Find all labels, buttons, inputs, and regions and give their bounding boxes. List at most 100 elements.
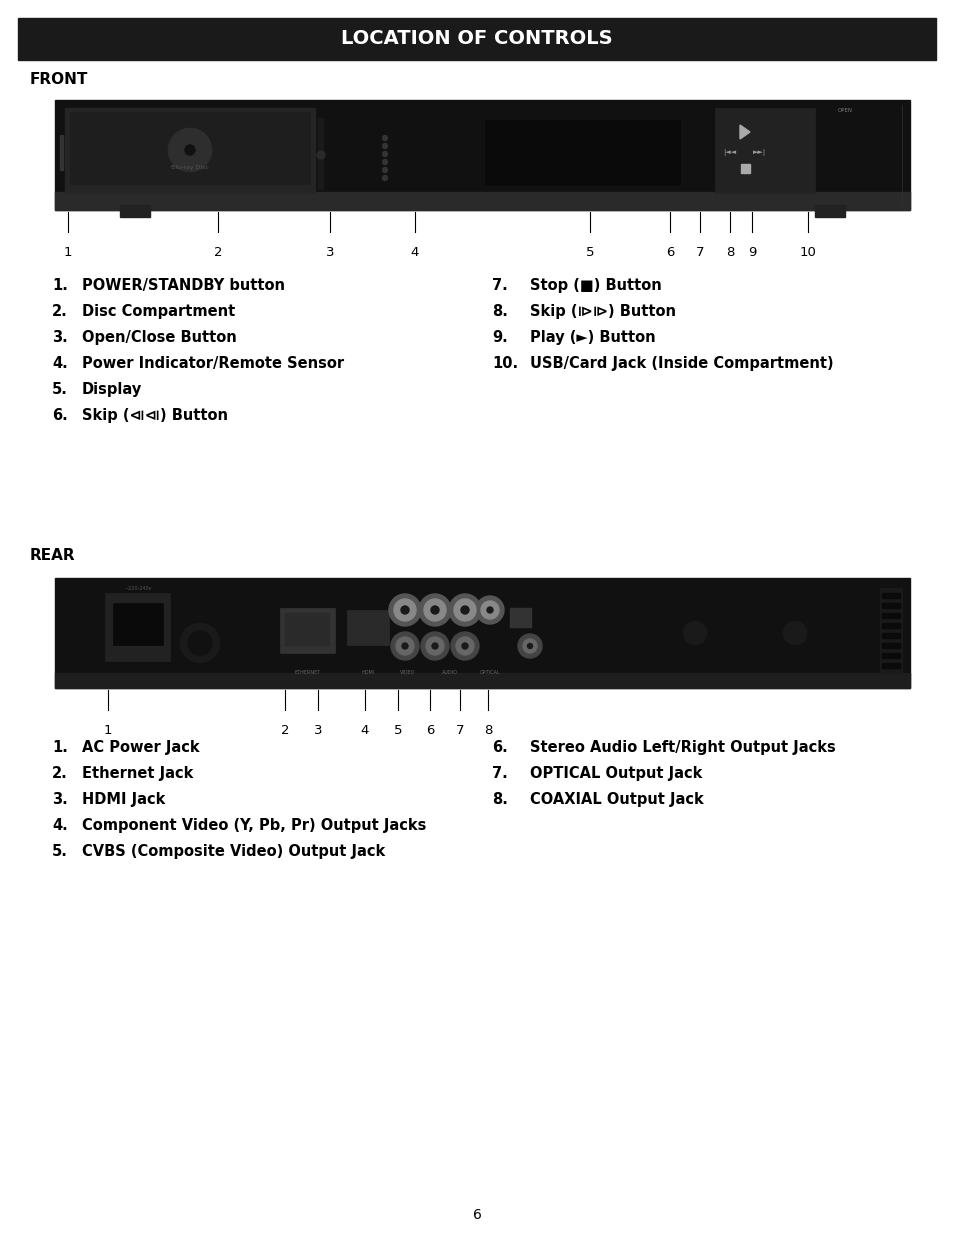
Bar bbox=[105, 593, 170, 661]
Circle shape bbox=[185, 144, 194, 156]
Text: 5.: 5. bbox=[52, 382, 68, 396]
Bar bbox=[55, 578, 909, 688]
Text: 2: 2 bbox=[213, 246, 222, 259]
Circle shape bbox=[389, 594, 420, 626]
Text: 7: 7 bbox=[456, 724, 464, 737]
Bar bbox=[55, 673, 909, 688]
Bar bbox=[70, 112, 310, 184]
Text: ETHERNET: ETHERNET bbox=[294, 671, 321, 676]
Bar bbox=[510, 608, 532, 629]
Circle shape bbox=[460, 606, 469, 614]
Circle shape bbox=[454, 599, 476, 621]
Circle shape bbox=[168, 128, 212, 172]
Circle shape bbox=[382, 136, 387, 141]
Circle shape bbox=[480, 601, 498, 619]
Text: Ethernet Jack: Ethernet Jack bbox=[82, 766, 193, 781]
Circle shape bbox=[382, 152, 387, 157]
Bar bbox=[882, 643, 899, 648]
Circle shape bbox=[400, 606, 409, 614]
Circle shape bbox=[431, 606, 438, 614]
Text: Skip (⧐⧐) Button: Skip (⧐⧐) Button bbox=[530, 304, 676, 319]
Text: ~220-240v: ~220-240v bbox=[124, 587, 152, 592]
Text: OPTICAL Output Jack: OPTICAL Output Jack bbox=[530, 766, 701, 781]
Text: LOCATION OF CONTROLS: LOCATION OF CONTROLS bbox=[341, 30, 612, 48]
Text: 4: 4 bbox=[411, 246, 418, 259]
Text: 9.: 9. bbox=[492, 330, 507, 345]
Circle shape bbox=[420, 632, 449, 659]
Bar bbox=[317, 119, 324, 190]
Polygon shape bbox=[740, 125, 749, 140]
Text: Component Video (Y, Pb, Pr) Output Jacks: Component Video (Y, Pb, Pr) Output Jacks bbox=[82, 818, 426, 832]
Circle shape bbox=[382, 175, 387, 180]
Text: CVBS (Composite Video) Output Jack: CVBS (Composite Video) Output Jack bbox=[82, 844, 385, 860]
Text: 7: 7 bbox=[695, 246, 703, 259]
Bar bbox=[285, 613, 330, 646]
Circle shape bbox=[382, 143, 387, 148]
Text: 4.: 4. bbox=[52, 818, 68, 832]
Circle shape bbox=[426, 637, 443, 655]
Circle shape bbox=[395, 637, 414, 655]
Text: 2.: 2. bbox=[52, 766, 68, 781]
Text: 5: 5 bbox=[585, 246, 594, 259]
Text: 2.: 2. bbox=[52, 304, 68, 319]
Text: Blu-ray Disc: Blu-ray Disc bbox=[171, 165, 209, 170]
Bar bbox=[120, 205, 150, 217]
Bar bbox=[882, 603, 899, 608]
Circle shape bbox=[527, 643, 532, 648]
Text: AUDIO: AUDIO bbox=[441, 671, 457, 676]
Circle shape bbox=[180, 622, 220, 663]
Text: |◄◄: |◄◄ bbox=[722, 148, 736, 156]
Text: 6: 6 bbox=[425, 724, 434, 737]
Circle shape bbox=[449, 594, 480, 626]
Text: 8: 8 bbox=[483, 724, 492, 737]
Text: 6.: 6. bbox=[52, 408, 68, 424]
Text: Power Indicator/Remote Sensor: Power Indicator/Remote Sensor bbox=[82, 356, 344, 370]
Bar bbox=[879, 588, 901, 673]
Circle shape bbox=[316, 151, 325, 159]
Circle shape bbox=[391, 632, 418, 659]
Circle shape bbox=[517, 634, 541, 658]
Bar bbox=[882, 634, 899, 638]
Text: 3: 3 bbox=[325, 246, 334, 259]
Text: 4.: 4. bbox=[52, 356, 68, 370]
Text: VIDEO: VIDEO bbox=[400, 671, 416, 676]
Text: AC Power Jack: AC Power Jack bbox=[82, 740, 199, 755]
Text: Display: Display bbox=[82, 382, 142, 396]
Text: POWER/STANDBY button: POWER/STANDBY button bbox=[82, 278, 285, 293]
Text: HDMI: HDMI bbox=[361, 671, 375, 676]
Bar bbox=[55, 191, 909, 210]
Bar bbox=[65, 107, 314, 193]
Bar bbox=[60, 135, 63, 170]
Bar bbox=[882, 663, 899, 668]
Text: 6: 6 bbox=[472, 1208, 481, 1221]
Text: 1: 1 bbox=[104, 724, 112, 737]
Text: ►►|: ►►| bbox=[753, 148, 766, 156]
Text: Stop (■) Button: Stop (■) Button bbox=[530, 278, 661, 293]
Bar bbox=[882, 593, 899, 598]
Circle shape bbox=[522, 638, 537, 653]
Circle shape bbox=[188, 631, 212, 655]
Text: USB/Card Jack (Inside Compartment): USB/Card Jack (Inside Compartment) bbox=[530, 356, 833, 370]
Text: 3.: 3. bbox=[52, 330, 68, 345]
Circle shape bbox=[432, 643, 437, 650]
Text: 3.: 3. bbox=[52, 792, 68, 806]
Text: OPTICAL: OPTICAL bbox=[479, 671, 499, 676]
Text: Open/Close Button: Open/Close Button bbox=[82, 330, 236, 345]
Text: Stereo Audio Left/Right Output Jacks: Stereo Audio Left/Right Output Jacks bbox=[530, 740, 835, 755]
Text: REAR: REAR bbox=[30, 548, 75, 563]
Text: 10: 10 bbox=[799, 246, 816, 259]
Text: 8.: 8. bbox=[492, 304, 507, 319]
Bar bbox=[882, 613, 899, 618]
Circle shape bbox=[451, 632, 478, 659]
Circle shape bbox=[418, 594, 451, 626]
Text: 1.: 1. bbox=[52, 740, 68, 755]
Text: 9: 9 bbox=[747, 246, 756, 259]
Bar bbox=[882, 653, 899, 658]
Text: Disc Compartment: Disc Compartment bbox=[82, 304, 235, 319]
Circle shape bbox=[682, 621, 706, 645]
Circle shape bbox=[382, 168, 387, 173]
Text: 6.: 6. bbox=[492, 740, 507, 755]
Text: Skip (⧏⧏) Button: Skip (⧏⧏) Button bbox=[82, 408, 228, 424]
Circle shape bbox=[461, 643, 468, 650]
Text: 7.: 7. bbox=[492, 278, 507, 293]
